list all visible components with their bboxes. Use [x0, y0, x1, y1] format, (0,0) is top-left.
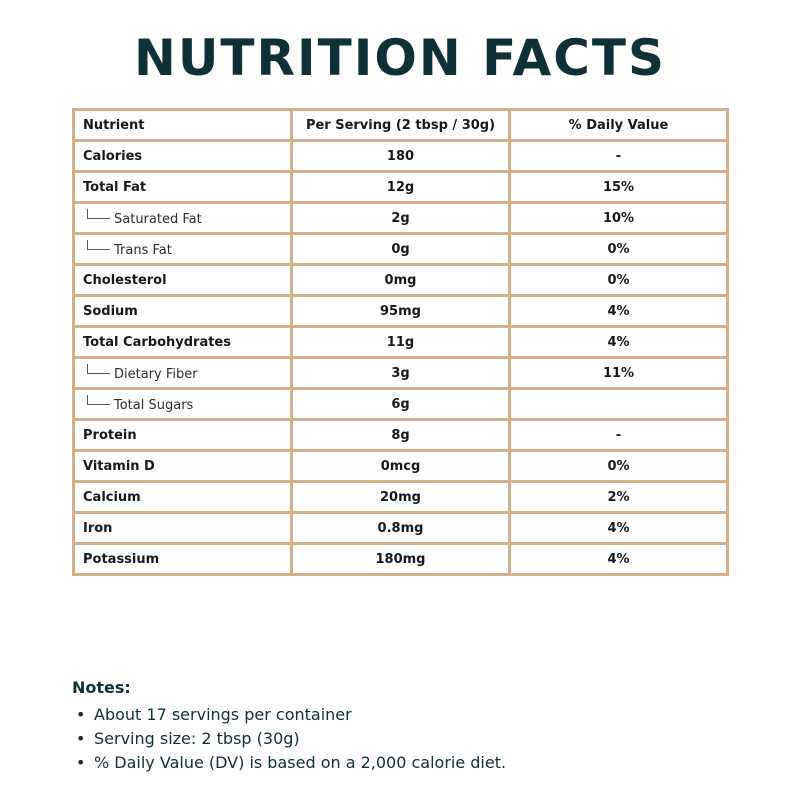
nutrient-name: Iron — [72, 511, 293, 545]
daily-value: - — [508, 139, 729, 173]
nutrient-name: Total Carbohydrates — [72, 325, 293, 359]
notes-list-item: • Serving size: 2 tbsp (30g) — [72, 727, 506, 751]
nutrient-name: Sodium — [72, 294, 293, 328]
nutrient-label: Cholesterol — [83, 272, 167, 288]
per-serving-value: 0mcg — [290, 449, 511, 483]
table-row: Sodium 95mg 4% — [72, 294, 729, 328]
sub-item-connector-icon — [87, 364, 110, 374]
nutrient-label: Calories — [83, 148, 143, 164]
nutrient-label: Saturated Fat — [114, 212, 202, 227]
sub-item-connector-icon — [87, 209, 110, 219]
sub-item-connector-icon — [87, 395, 110, 405]
nutrient-name: Total Fat — [72, 170, 293, 204]
per-serving-value: 0.8mg — [290, 511, 511, 545]
nutrient-label: Dietary Fiber — [114, 367, 198, 382]
nutrient-name: Potassium — [72, 542, 293, 576]
table-row: Total Fat 12g 15% — [72, 170, 729, 204]
note-text: Serving size: 2 tbsp (30g) — [94, 729, 300, 748]
notes-section: Notes: • About 17 servings per container … — [72, 677, 506, 775]
notes-title: Notes: — [72, 678, 131, 697]
daily-value — [508, 387, 729, 421]
nutrient-name: Saturated Fat — [72, 201, 293, 235]
daily-value: 0% — [508, 232, 729, 266]
table-row: Calcium 20mg 2% — [72, 480, 729, 514]
nutrient-label: Trans Fat — [114, 243, 172, 258]
daily-value: 4% — [508, 511, 729, 545]
daily-value: 0% — [508, 449, 729, 483]
table-row: Iron 0.8mg 4% — [72, 511, 729, 545]
nutrient-label: Total Carbohydrates — [83, 334, 231, 350]
daily-value: 0% — [508, 263, 729, 297]
sub-item-connector-icon — [87, 240, 110, 250]
table-row: Potassium 180mg 4% — [72, 542, 729, 576]
table-row: Cholesterol 0mg 0% — [72, 263, 729, 297]
daily-value: 2% — [508, 480, 729, 514]
nutrient-name: Trans Fat — [72, 232, 293, 266]
nutrient-name: Calcium — [72, 480, 293, 514]
table-row: Calories 180- — [72, 139, 729, 173]
per-serving-value: 0mg — [290, 263, 511, 297]
daily-value: 11% — [508, 356, 729, 390]
daily-value: 15% — [508, 170, 729, 204]
nutrient-label: Total Sugars — [114, 398, 194, 413]
nutrient-name: Vitamin D — [72, 449, 293, 483]
note-text: About 17 servings per container — [94, 705, 352, 724]
table-row: Saturated Fat 2g 10% — [72, 201, 729, 235]
notes-list: • About 17 servings per container • Servin… — [72, 703, 506, 775]
table-row: Dietary Fiber 3g 11% — [72, 356, 729, 390]
nutrient-name: Total Sugars — [72, 387, 293, 421]
nutrient-label: Potassium — [83, 551, 160, 567]
nutrient-label: Total Fat — [83, 179, 147, 195]
nutrition-table-container: Nutrient Per Serving (2 tbsp / 30g) % Da… — [72, 108, 729, 576]
header-daily-value: % Daily Value — [508, 108, 729, 142]
per-serving-value: 11g — [290, 325, 511, 359]
header-per-serving: Per Serving (2 tbsp / 30g) — [290, 108, 511, 142]
per-serving-value: 180 — [290, 139, 511, 173]
notes-list-item: • % Daily Value (DV) is based on a 2,000 … — [72, 751, 506, 775]
per-serving-value: 0g — [290, 232, 511, 266]
daily-value: 4% — [508, 325, 729, 359]
daily-value: - — [508, 418, 729, 452]
daily-value: 4% — [508, 294, 729, 328]
nutrient-name: Calories — [72, 139, 293, 173]
table-row: Protein 8g - — [72, 418, 729, 452]
per-serving-value: 180mg — [290, 542, 511, 576]
per-serving-value: 3g — [290, 356, 511, 390]
nutrient-label: Sodium — [83, 303, 138, 319]
table-row: Vitamin D 0mcg 0% — [72, 449, 729, 483]
table-header-row: Nutrient Per Serving (2 tbsp / 30g) % Da… — [72, 108, 729, 142]
nutrient-name: Dietary Fiber — [72, 356, 293, 390]
nutrition-table: Nutrient Per Serving (2 tbsp / 30g) % Da… — [72, 108, 729, 576]
daily-value: 10% — [508, 201, 729, 235]
header-nutrient: Nutrient — [72, 108, 293, 142]
nutrient-label: Protein — [83, 427, 137, 443]
per-serving-value: 6g — [290, 387, 511, 421]
bullet-icon: • — [76, 729, 86, 748]
daily-value: 4% — [508, 542, 729, 576]
per-serving-value: 12g — [290, 170, 511, 204]
page-title: NUTRITION FACTS — [133, 29, 667, 87]
nutrient-label: Iron — [83, 520, 113, 536]
nutrition-table-body: Calories 180- Total Fat 12g 15% Saturated Fat… — [72, 139, 729, 576]
table-row: Total Carbohydrates 11g 4% — [72, 325, 729, 359]
nutrient-name: Cholesterol — [72, 263, 293, 297]
nutrient-name: Protein — [72, 418, 293, 452]
per-serving-value: 20mg — [290, 480, 511, 514]
note-text: % Daily Value (DV) is based on a 2,000 c… — [94, 753, 507, 772]
table-row: Trans Fat 0g 0% — [72, 232, 729, 266]
table-row: Total Sugars 6g — [72, 387, 729, 421]
per-serving-value: 95mg — [290, 294, 511, 328]
bullet-icon: • — [76, 705, 86, 724]
bullet-icon: • — [76, 753, 86, 772]
nutrient-label: Calcium — [83, 489, 141, 505]
nutrient-label: Vitamin D — [83, 458, 155, 474]
notes-list-item: • About 17 servings per container — [72, 703, 506, 727]
per-serving-value: 8g — [290, 418, 511, 452]
per-serving-value: 2g — [290, 201, 511, 235]
